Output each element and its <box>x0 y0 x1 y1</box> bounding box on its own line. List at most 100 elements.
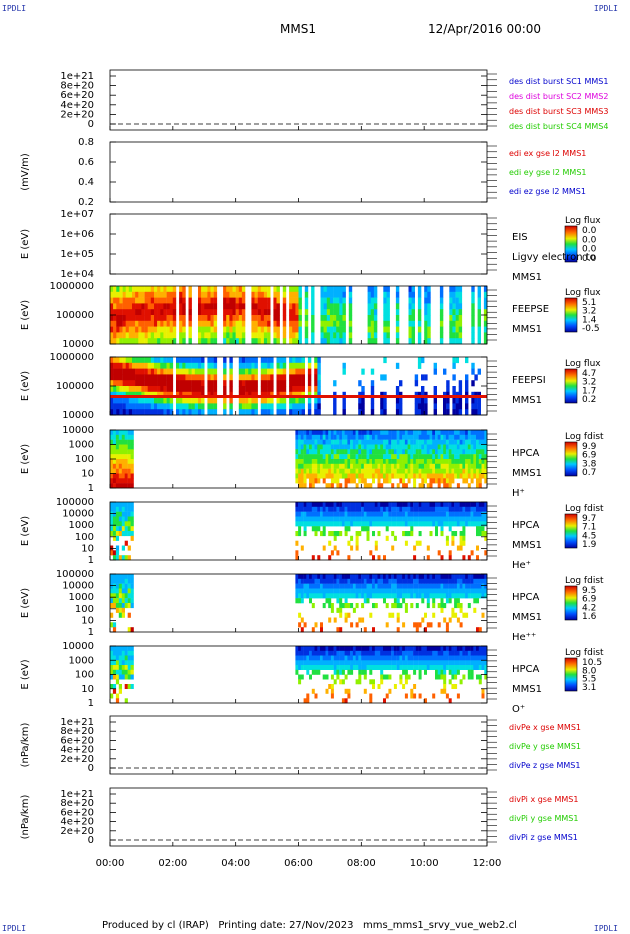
heatmap-cell <box>361 386 365 393</box>
heatmap-cell <box>451 646 455 651</box>
heatmap-cell <box>292 303 296 310</box>
heatmap-cell <box>320 622 323 628</box>
heatmap-cell <box>452 332 456 339</box>
heatmap-cell <box>248 357 252 364</box>
heatmap-cell <box>125 297 130 304</box>
heatmap-cell <box>317 391 321 398</box>
heatmap-cell <box>125 303 130 310</box>
heatmap-cell <box>369 679 373 685</box>
heatmap-cell <box>144 326 148 333</box>
heatmap-cell <box>235 320 240 327</box>
heatmap-cell <box>118 688 122 694</box>
heatmap-cell <box>128 326 133 333</box>
heatmap-cell <box>465 391 469 398</box>
y-tick-label: 10000 <box>62 410 94 421</box>
heatmap-cell <box>377 449 381 455</box>
heatmap-cell <box>188 386 192 393</box>
heatmap-cell <box>169 397 174 404</box>
heatmap-cell <box>383 374 387 381</box>
colorbar-title: Log fdist <box>565 432 604 442</box>
heatmap-cell <box>185 409 189 416</box>
heatmap-cell <box>358 593 362 599</box>
heatmap-cell <box>279 391 283 398</box>
heatmap-cell <box>160 332 164 339</box>
heatmap-cell <box>413 650 417 656</box>
heatmap-cell <box>443 444 447 450</box>
heatmap-cell <box>417 362 422 369</box>
heatmap-cell <box>372 578 375 584</box>
heatmap-cell <box>188 303 192 310</box>
heatmap-cell <box>282 315 287 322</box>
heatmap-cell <box>443 578 447 584</box>
heatmap-cell <box>251 309 255 316</box>
heatmap-cell <box>128 309 133 316</box>
heatmap-cell <box>179 297 183 304</box>
heatmap-cell <box>254 303 258 310</box>
heatmap-cell <box>471 286 475 293</box>
heatmap-cell <box>470 502 474 508</box>
heatmap-cell <box>147 386 152 393</box>
heatmap-cell <box>328 439 332 445</box>
heatmap-cell <box>127 646 131 651</box>
heatmap-cell <box>476 430 479 436</box>
heatmap-cell <box>179 286 183 293</box>
heatmap-cell <box>415 665 419 670</box>
heatmap-cell <box>330 516 334 522</box>
heatmap-cell <box>295 368 299 375</box>
heatmap-cell <box>207 297 211 304</box>
heatmap-cell <box>138 374 142 381</box>
heatmap-cell <box>481 516 485 522</box>
heatmap-cell <box>342 338 346 345</box>
heatmap-cell <box>119 338 123 345</box>
heatmap-cell <box>314 439 318 445</box>
heatmap-cell <box>314 409 318 416</box>
heatmap-cell <box>295 468 299 474</box>
heatmap-cell <box>322 588 326 594</box>
heatmap-cell <box>306 454 310 460</box>
heatmap-cell <box>449 338 453 345</box>
heatmap-cell <box>317 463 321 469</box>
heatmap-cell <box>119 391 123 398</box>
heatmap-cell <box>454 612 458 618</box>
heatmap-cell <box>330 660 334 666</box>
heatmap-cell <box>350 646 354 651</box>
heatmap-cell <box>122 368 126 375</box>
heatmap-cell <box>455 403 459 410</box>
heatmap-cell <box>388 588 392 594</box>
heatmap-cell <box>458 320 463 327</box>
heatmap-cell <box>456 454 460 460</box>
heatmap-cell <box>372 593 375 599</box>
heatmap-cell <box>210 286 214 293</box>
heatmap-cell <box>122 291 126 298</box>
heatmap-cell <box>124 434 128 440</box>
heatmap-cell <box>320 655 323 661</box>
heatmap-cell <box>311 665 315 670</box>
heatmap-cell <box>402 593 406 599</box>
heatmap-cell <box>295 320 299 327</box>
heatmap-cell <box>424 332 428 339</box>
y-tick-label: 100 <box>75 454 94 465</box>
heatmap-cell <box>295 449 299 455</box>
series-legend-label: des dist burst SC1 MMS1 <box>509 77 608 86</box>
heatmap-cell <box>328 540 332 546</box>
heatmap-cell <box>182 303 186 310</box>
heatmap-cell <box>454 459 458 465</box>
heatmap-cell <box>325 593 329 599</box>
heatmap-cell <box>458 409 463 416</box>
heatmap-cell <box>298 583 302 589</box>
heatmap-cell <box>424 593 427 599</box>
colorbar-tick-label: -0.5 <box>582 324 600 334</box>
heatmap-cell <box>320 665 323 670</box>
heatmap-cell <box>443 409 447 416</box>
heatmap-cell <box>452 320 456 327</box>
heatmap-cell <box>347 555 351 561</box>
heatmap-cell <box>115 516 120 522</box>
heatmap-cell <box>311 516 315 522</box>
heatmap-cell <box>112 449 117 455</box>
heatmap-cell <box>110 669 114 675</box>
heatmap-cell <box>445 583 449 589</box>
heatmap-cell <box>383 468 386 474</box>
heatmap-cell <box>147 397 152 404</box>
heatmap-cell <box>391 650 395 656</box>
heatmap-cell <box>410 660 414 666</box>
